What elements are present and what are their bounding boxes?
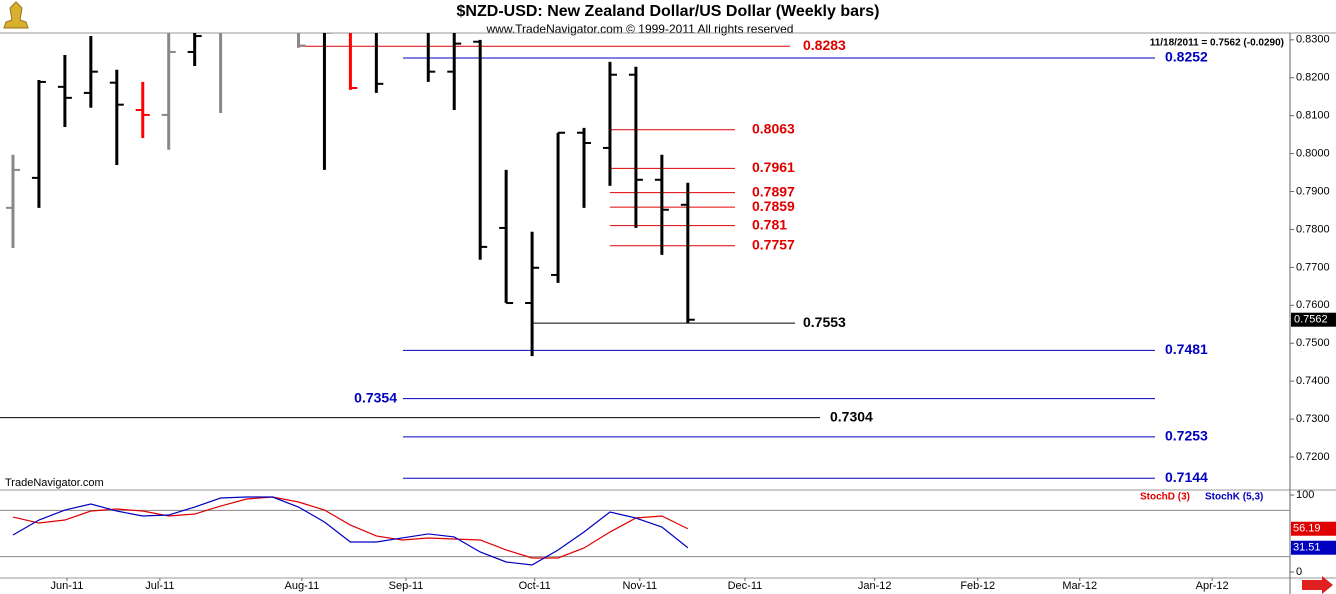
- level-label: 0.8252: [1165, 49, 1208, 65]
- level-label: 0.7897: [752, 183, 795, 199]
- x-tick-label: Sep-11: [389, 580, 424, 592]
- y-tick-label: 0.7300: [1296, 413, 1330, 425]
- level-label: 0.7253: [1165, 428, 1208, 444]
- x-tick-label: Jan-12: [858, 580, 892, 592]
- level-label: 0.7757: [752, 236, 795, 252]
- level-label: 0.7354: [354, 389, 397, 405]
- x-tick-label: Oct-11: [519, 580, 551, 592]
- level-label: 0.781: [752, 216, 787, 232]
- y-tick-label: 0.8200: [1296, 72, 1330, 84]
- price-bars: [5, 33, 695, 357]
- stoch-lines: [12, 496, 689, 566]
- stoch-line: [12, 496, 689, 566]
- value-box: [1291, 521, 1336, 536]
- y-tick-label: 0.7400: [1296, 375, 1330, 387]
- last-price-annotation: 11/18/2011 = 0.7562 (-0.0290): [1150, 38, 1284, 49]
- level-label: 0.8283: [803, 37, 846, 53]
- level-label: 0.8063: [752, 120, 795, 136]
- level-label: 0.7961: [752, 159, 795, 175]
- chart-title: $NZD-USD: New Zealand Dollar/US Dollar (…: [457, 3, 880, 20]
- legend-entry: StochK (5,3): [1205, 492, 1263, 503]
- y-tick-label: 0.7600: [1296, 299, 1330, 311]
- x-tick-label: Nov-11: [622, 580, 657, 592]
- last-price-box: [1291, 312, 1336, 327]
- last-price-label: 0.7562: [1294, 314, 1328, 326]
- y-tick-label: 0.7200: [1296, 451, 1330, 463]
- y-tick-label: 0.7500: [1296, 337, 1330, 349]
- value-label: 31.51: [1293, 542, 1321, 554]
- x-tick-label: Mar-12: [1062, 580, 1097, 592]
- level-label: 0.7144: [1165, 469, 1208, 485]
- level-label: 0.7481: [1165, 341, 1208, 357]
- x-tick-label: Feb-12: [960, 580, 995, 592]
- level-label: 0.7553: [803, 314, 846, 330]
- legend-entry: StochD (3): [1140, 492, 1190, 503]
- level-label: 0.7859: [752, 198, 795, 214]
- value-box: [1291, 540, 1336, 555]
- y-tick-label: 0.8300: [1296, 34, 1330, 46]
- y-tick-label: 100: [1296, 489, 1314, 501]
- x-tick-label: Aug-11: [285, 580, 320, 592]
- logo: [3, 1, 29, 29]
- x-tick-label: Jun-11: [51, 580, 84, 592]
- x-tick-label: Apr-12: [1196, 580, 1229, 592]
- scroll-arrow[interactable]: [1302, 576, 1333, 594]
- y-tick-label: 0.7800: [1296, 223, 1330, 235]
- y-tick-label: 0.7900: [1296, 185, 1330, 197]
- stoch-line: [12, 496, 689, 559]
- y-tick-label: 0.8100: [1296, 110, 1330, 122]
- x-tick-label: Jul-11: [145, 580, 174, 592]
- chart-subtitle: www.TradeNavigator.com © 1999-2011 All r…: [486, 22, 794, 36]
- y-tick-label: 0.8000: [1296, 148, 1330, 160]
- y-tick-label: 0.7700: [1296, 261, 1330, 273]
- watermark: TradeNavigator.com: [5, 477, 104, 489]
- y-tick-label: 0: [1296, 566, 1302, 578]
- x-tick-label: Dec-11: [728, 580, 763, 592]
- level-label: 0.7304: [830, 408, 873, 424]
- value-label: 56.19: [1293, 523, 1321, 535]
